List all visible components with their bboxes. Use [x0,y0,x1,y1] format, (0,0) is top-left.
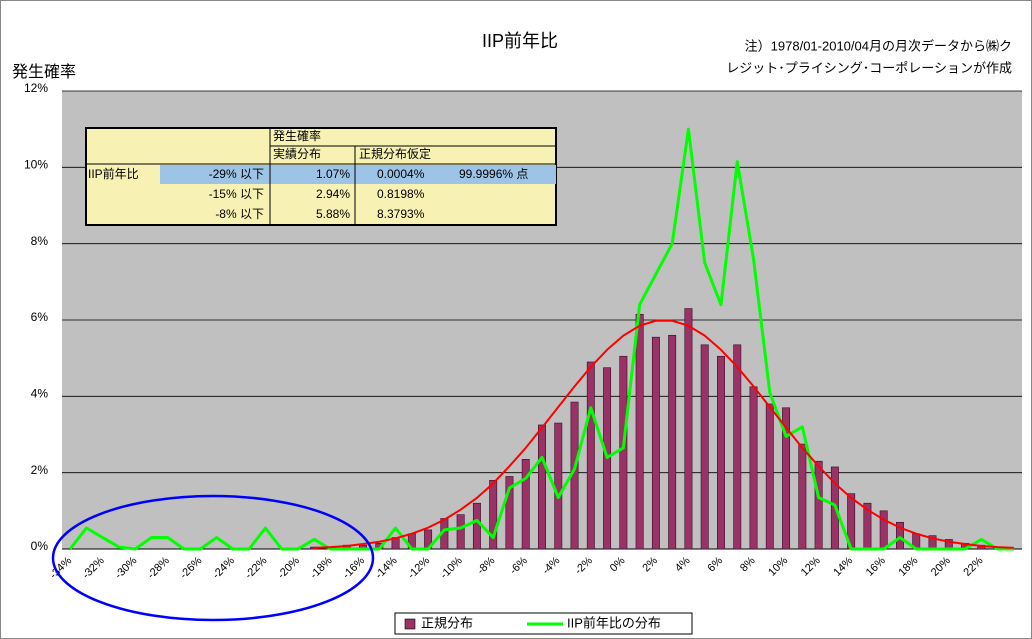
bar [782,407,791,550]
bar [635,313,644,550]
line-series [68,127,1014,551]
y-tick-label: 10% [24,158,48,172]
bar [700,344,709,550]
chart-title: IIP前年比 [482,31,558,51]
y-tick-label: 2% [31,463,49,477]
bar [505,476,514,550]
bar [554,422,563,550]
table-cell: 2.94% [316,187,350,201]
bar [651,336,660,550]
bar [619,355,628,550]
bar [538,424,546,550]
table-cell: 5.88% [316,207,350,221]
y-tick-label: 12% [24,81,48,95]
y-tick-label: 0% [31,539,49,553]
bar [456,514,465,550]
note: レジット･プライシング･コーポレーションが作成 [726,60,1012,75]
legend-label: IIP前年比の分布 [567,615,661,630]
bar [489,479,498,550]
bar [749,386,758,550]
bar [814,460,823,550]
y-tick-label: 4% [31,387,49,401]
highlight-ellipse [51,494,375,622]
bar [668,334,677,550]
table: 発生確率 実績分布 正規分布仮定 IIP前年比 -29% 以下 1.07% 0.… [85,127,557,226]
legend-swatch [404,618,416,630]
bar [733,344,742,550]
bar [896,521,904,550]
bar [717,355,725,550]
table-cell: -15% 以下 [209,187,264,201]
table-cell: -29% 以下 [209,167,264,181]
table-cell: 8.3793% [377,207,425,221]
table-header: 正規分布仮定 [359,146,431,161]
table-cell: 0.8198% [377,187,425,201]
bar [521,459,530,550]
legend-label: 正規分布 [421,615,473,630]
note: 注）1978/01-2010/04月の月次データから㈱ク [745,38,1012,53]
table-cell: 0.0004% [377,167,425,181]
bar [879,510,888,550]
y-tick-label: 8% [31,234,49,248]
bar [472,502,481,550]
bar [798,443,807,550]
bar [684,308,693,550]
line-series [314,319,1014,549]
bar [765,403,774,550]
table-row-label: IIP前年比 [88,166,139,181]
table-header: 発生確率 [273,128,321,143]
table-cell: 1.07% [316,167,350,181]
table-cell: 99.9996% 点 [459,167,528,181]
highlight [160,165,556,184]
y-tick-label: 6% [31,310,49,324]
y-axis-label: 発生確率 [12,63,76,81]
bar [586,361,595,550]
table-cell: -8% 以下 [215,207,264,221]
table-header: 実績分布 [273,146,321,161]
